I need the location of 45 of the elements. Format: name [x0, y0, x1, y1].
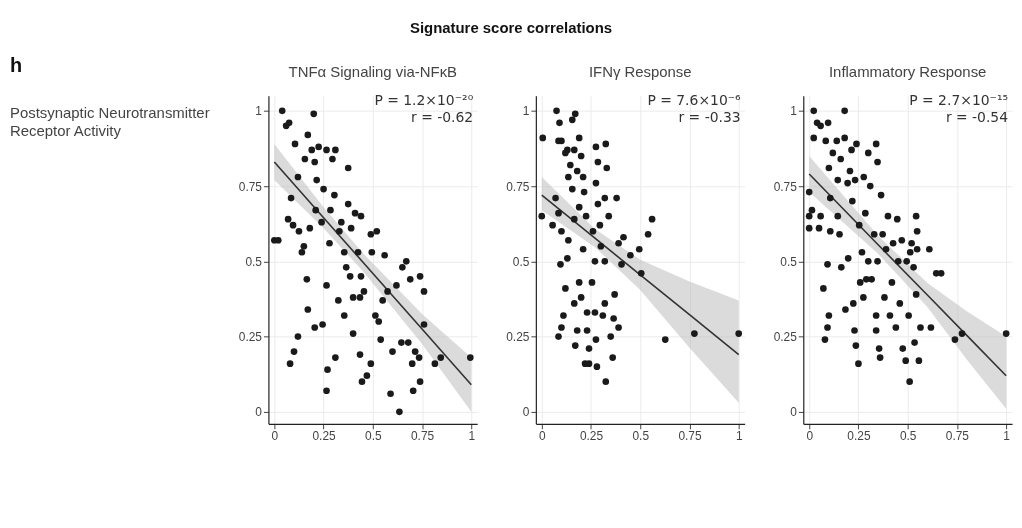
x-tick-label: 0	[271, 429, 279, 444]
chart-title: TNFα Signaling via-NFκB	[288, 63, 458, 80]
text: Signature score correlations	[409, 20, 613, 37]
y-tick-label: 0	[790, 405, 798, 420]
annotation: r = -0.54	[945, 108, 1009, 125]
x-tick-label: 0.25	[312, 429, 337, 444]
x-tick-label: 0.25	[847, 429, 871, 444]
y-tick-label: 0.75	[506, 179, 530, 194]
y-tick-label: 0.75	[238, 179, 263, 194]
chart-title: IFNγ Response	[588, 63, 692, 80]
annotation: P = 2.7×10⁻¹⁵	[909, 91, 1009, 108]
x-tick-label: 0.5	[899, 429, 917, 444]
y-tick-label: 1	[522, 104, 530, 119]
y-tick-label: 0.5	[245, 254, 263, 269]
line-series	[808, 173, 1007, 377]
x-tick-label: 0.75	[678, 429, 702, 444]
y-tick-label: 0.25	[773, 330, 798, 345]
y-tick-label: 0.75	[773, 179, 798, 194]
x-tick-label: 0.75	[945, 429, 970, 444]
text: h	[9, 53, 23, 76]
y-tick-label: 0.25	[506, 330, 530, 345]
annotation: r = -0.62	[411, 108, 474, 125]
x-tick-label: 0.5	[632, 429, 650, 444]
x-tick-label: 0.25	[579, 429, 604, 444]
x-tick-label: 1	[735, 429, 743, 444]
y-tick-label: 0	[255, 405, 263, 420]
y-tick-label: 0.5	[512, 254, 530, 269]
text: Postsynaptic Neurotransmitter Receptor Activity	[9, 104, 210, 139]
x-tick-label: 1	[1003, 429, 1011, 444]
y-tick-label: 0	[522, 405, 530, 420]
y-tick-label: 0.25	[238, 330, 263, 345]
line-series	[540, 194, 740, 356]
y-tick-label: 0.5	[780, 254, 798, 269]
x-tick-label: 0.5	[365, 429, 382, 444]
y-tick-label: 1	[790, 104, 798, 119]
chart-title: Inflammatory Response	[828, 63, 987, 80]
x-tick-label: 1	[468, 429, 476, 444]
annotation: r = -0.33	[678, 108, 741, 125]
x-tick-label: 0.75	[410, 429, 435, 444]
annotation: P = 1.2×10⁻²⁰	[374, 91, 474, 108]
annotation: P = 7.6×10⁻⁶	[647, 91, 742, 108]
x-tick-label: 0	[538, 429, 546, 444]
line-series	[273, 161, 473, 386]
y-tick-label: 1	[255, 104, 263, 119]
x-tick-label: 0	[806, 429, 814, 444]
